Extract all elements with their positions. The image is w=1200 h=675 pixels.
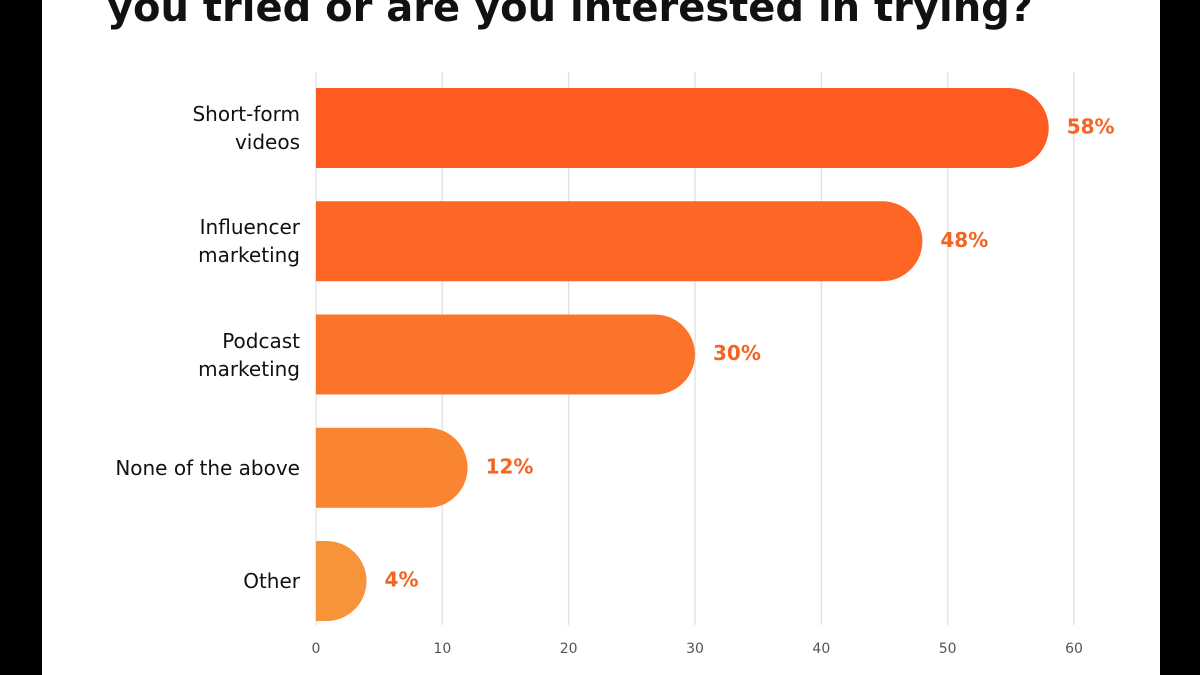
- x-tick-label: 30: [686, 641, 704, 657]
- x-tick-label: 20: [560, 641, 578, 657]
- value-label: 58%: [1067, 115, 1115, 139]
- value-label: 48%: [940, 228, 988, 252]
- category-label: None of the above: [115, 455, 300, 480]
- x-tick-label: 40: [812, 641, 830, 657]
- bar: [316, 427, 468, 508]
- bar: [316, 314, 695, 395]
- chart-title: you tried or are you interested in tryin…: [107, 0, 1033, 31]
- category-label: Podcast marketing: [198, 328, 300, 381]
- value-label: 12%: [486, 454, 534, 478]
- x-tick-label: 50: [939, 641, 957, 657]
- x-tick-label: 0: [312, 641, 321, 657]
- value-label: 4%: [385, 568, 419, 592]
- category-label: Short-form videos: [192, 102, 300, 154]
- x-tick-label: 60: [1065, 641, 1083, 657]
- x-tick-label: 10: [433, 641, 451, 657]
- category-label: Influencer marketing: [198, 215, 300, 268]
- bar: [316, 201, 923, 282]
- value-label: 30%: [713, 341, 761, 365]
- bar: [316, 541, 367, 621]
- bar: [316, 88, 1049, 168]
- category-label: Other: [243, 569, 300, 593]
